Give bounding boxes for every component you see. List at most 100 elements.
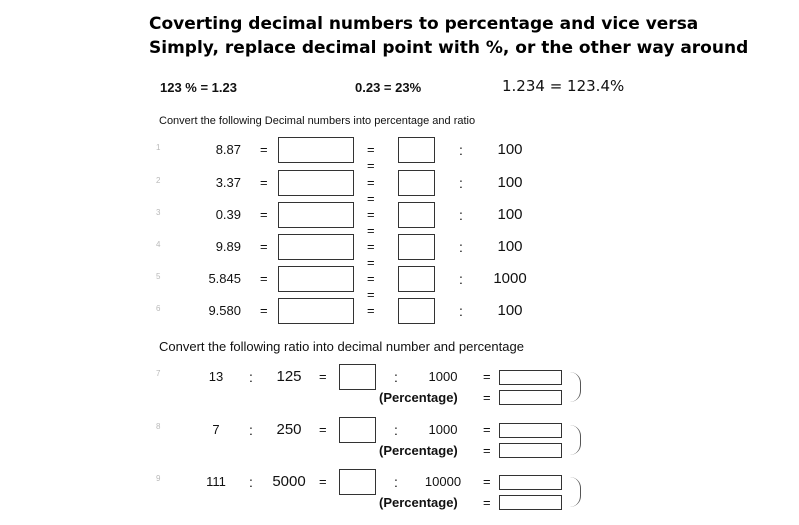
equals-sign: = (483, 443, 491, 458)
section1-instruction: Convert the following Decimal numbers in… (159, 115, 476, 127)
ratio-right-value: 125 (276, 368, 302, 385)
equals-sign: = (260, 271, 268, 286)
question-number: 4 (156, 240, 161, 249)
question-number: 5 (156, 272, 161, 281)
question-number: 2 (156, 176, 161, 185)
ratio-denominator: 100 (497, 238, 523, 255)
example-3: 1.234 = 123.4% (502, 77, 625, 95)
decimal-value: 5.845 (208, 271, 241, 286)
decimal-answer-box[interactable] (499, 423, 562, 438)
colon-sign: : (459, 207, 463, 223)
ratio-right-value: 250 (276, 421, 302, 438)
colon-sign: : (249, 369, 253, 385)
equals-sign: = (367, 191, 375, 206)
equals-sign: = (260, 175, 268, 190)
colon-sign: : (249, 474, 253, 490)
equals-sign: = (260, 207, 268, 222)
decimal-value: 3.37 (215, 175, 241, 190)
equals-sign: = (319, 369, 327, 384)
equals-sign: = (367, 255, 375, 270)
ratio-answer-box[interactable] (339, 364, 376, 390)
ratio-left-value: 13 (208, 369, 224, 384)
ratio-answer-box[interactable] (398, 266, 435, 292)
ratio-denominator: 100 (497, 206, 523, 223)
example-1: 123 % = 1.23 (160, 80, 237, 95)
equals-sign: = (367, 207, 375, 222)
percentage-answer-box[interactable] (278, 137, 354, 163)
equals-sign: = (367, 287, 375, 302)
ratio-right-value: 5000 (272, 473, 306, 490)
percentage-answer-box[interactable] (499, 390, 562, 405)
title-line-1: Coverting decimal numbers to percentage … (149, 14, 699, 34)
ratio-denominator: 1000 (428, 369, 458, 384)
equals-sign: = (367, 239, 375, 254)
equals-sign: = (483, 474, 491, 489)
equals-sign: = (483, 495, 491, 510)
colon-sign: : (394, 474, 398, 490)
equals-sign: = (260, 303, 268, 318)
decimal-answer-box[interactable] (499, 475, 562, 490)
bracket-decoration (570, 477, 581, 507)
colon-sign: : (459, 142, 463, 158)
percentage-answer-box[interactable] (278, 234, 354, 260)
percentage-answer-box[interactable] (278, 170, 354, 196)
question-number: 1 (156, 143, 161, 152)
decimal-answer-box[interactable] (499, 370, 562, 385)
bracket-decoration (570, 372, 581, 402)
decimal-value: 9.89 (215, 239, 241, 254)
decimal-value: 0.39 (215, 207, 241, 222)
equals-sign: = (367, 142, 375, 157)
ratio-answer-box[interactable] (339, 469, 376, 495)
equals-sign: = (367, 271, 375, 286)
ratio-denominator: 100 (497, 174, 523, 191)
title-line-2: Simply, replace decimal point with %, or… (149, 38, 749, 58)
colon-sign: : (394, 369, 398, 385)
section2-instruction: Convert the following ratio into decimal… (159, 339, 524, 354)
question-number: 9 (156, 474, 161, 483)
example-2: 0.23 = 23% (355, 80, 422, 95)
equals-sign: = (483, 422, 491, 437)
equals-sign: = (319, 474, 327, 489)
colon-sign: : (249, 422, 253, 438)
equals-sign: = (367, 223, 375, 238)
ratio-left-value: 111 (206, 474, 226, 489)
ratio-answer-box[interactable] (398, 298, 435, 324)
question-number: 7 (156, 369, 161, 378)
ratio-answer-box[interactable] (339, 417, 376, 443)
ratio-left-value: 7 (212, 422, 220, 437)
percentage-label: (Percentage) (379, 495, 458, 510)
equals-sign: = (260, 239, 268, 254)
percentage-answer-box[interactable] (499, 495, 562, 510)
question-number: 8 (156, 422, 161, 431)
ratio-answer-box[interactable] (398, 137, 435, 163)
ratio-denominator: 100 (497, 302, 523, 319)
percentage-answer-box[interactable] (499, 443, 562, 458)
percentage-answer-box[interactable] (278, 266, 354, 292)
ratio-denominator: 1000 (493, 270, 527, 287)
ratio-denominator: 100 (497, 141, 523, 158)
question-number: 6 (156, 304, 161, 313)
equals-sign: = (319, 422, 327, 437)
ratio-denominator: 10000 (424, 474, 462, 489)
colon-sign: : (459, 239, 463, 255)
colon-sign: : (459, 271, 463, 287)
equals-sign: = (483, 369, 491, 384)
percentage-label: (Percentage) (379, 443, 458, 458)
percentage-label: (Percentage) (379, 390, 458, 405)
ratio-answer-box[interactable] (398, 234, 435, 260)
equals-sign: = (367, 303, 375, 318)
equals-sign: = (367, 158, 375, 173)
percentage-answer-box[interactable] (278, 298, 354, 324)
colon-sign: : (394, 422, 398, 438)
ratio-answer-box[interactable] (398, 170, 435, 196)
colon-sign: : (459, 175, 463, 191)
percentage-answer-box[interactable] (278, 202, 354, 228)
colon-sign: : (459, 303, 463, 319)
decimal-value: 9.580 (208, 303, 241, 318)
equals-sign: = (260, 142, 268, 157)
question-number: 3 (156, 208, 161, 217)
equals-sign: = (483, 390, 491, 405)
bracket-decoration (570, 425, 581, 455)
ratio-answer-box[interactable] (398, 202, 435, 228)
decimal-value: 8.87 (215, 142, 241, 157)
